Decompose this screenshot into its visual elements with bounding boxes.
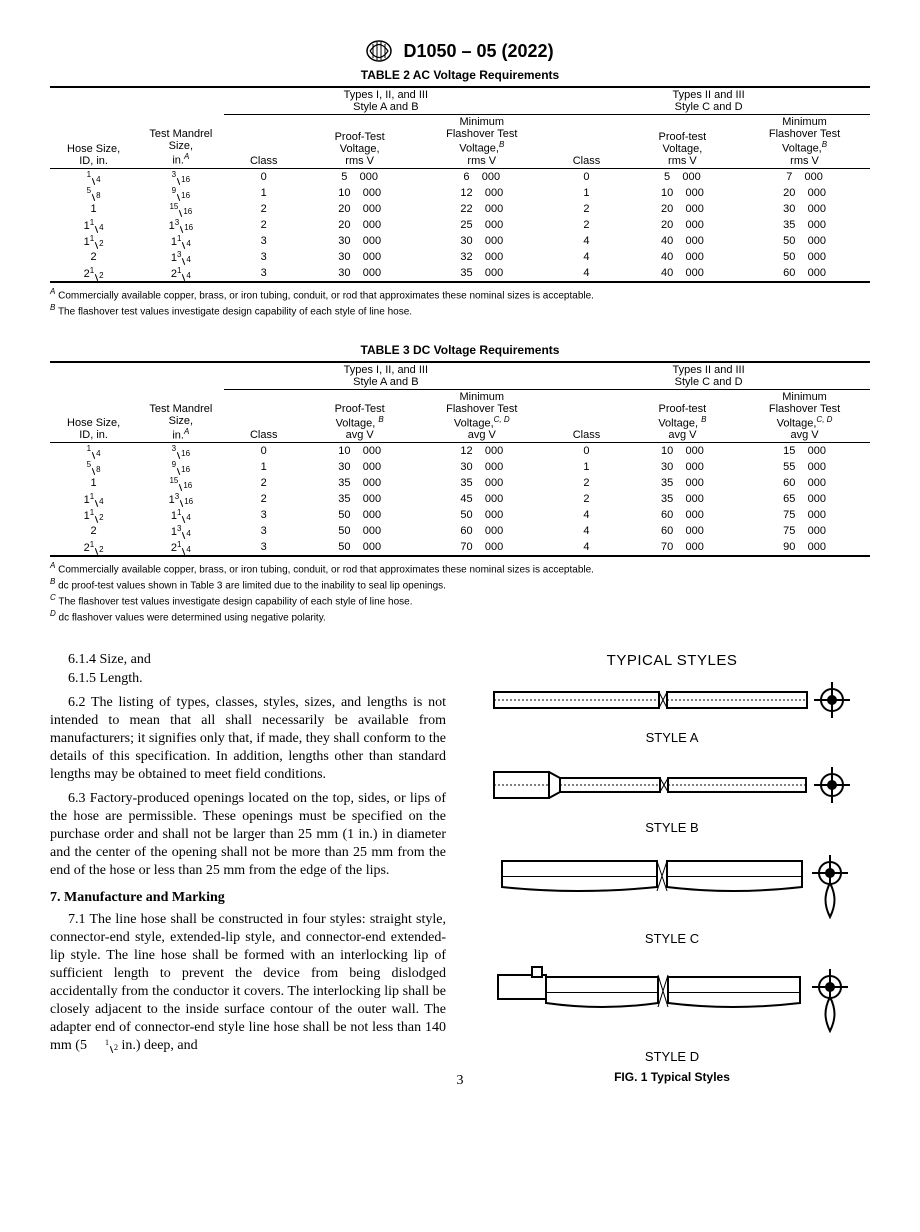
page-number: 3 <box>0 1073 920 1089</box>
table3-title: TABLE 3 DC Voltage Requirements <box>50 343 870 357</box>
body-left-col: 6.1.4 Size, and 6.1.5 Length. 6.2 The li… <box>50 651 446 1086</box>
table-row: 212214350 00070 000470 00090 000 <box>50 539 870 556</box>
table-note: A Commercially available copper, brass, … <box>50 287 870 303</box>
table-row: 1431605 0006 00005 0007 000 <box>50 168 870 185</box>
table-row: 1141316235 00045 000235 00065 000 <box>50 491 870 507</box>
style-a-icon <box>492 678 852 722</box>
table2-notes: A Commercially available copper, brass, … <box>50 287 870 319</box>
table-row: 58916130 00030 000130 00055 000 <box>50 459 870 475</box>
p-62: 6.2 The listing of types, classes, style… <box>50 694 446 784</box>
table-note: C The flashover test values investigate … <box>50 593 870 609</box>
figure-1: TYPICAL STYLES STYLE A <box>474 651 870 1086</box>
table-row: 58916110 00012 000110 00020 000 <box>50 185 870 201</box>
table3-head: Hose Size,ID, in. Test MandrelSize,in.A … <box>50 362 870 443</box>
t2-hdr-flash-cd: MinimumFlashover TestVoltage,Brms V <box>739 115 870 169</box>
table-note: B dc proof-test values shown in Table 3 … <box>50 577 870 593</box>
table-note: A Commercially available copper, brass, … <box>50 561 870 577</box>
style-c-icon <box>492 851 852 923</box>
t2-hdr-class-cd: Class <box>547 115 626 169</box>
t2-hdr-proof-ab: Proof-TestVoltage,rms V <box>303 115 416 169</box>
table2: Hose Size,ID, in. Test MandrelSize,in.A … <box>50 86 870 283</box>
fig-title: TYPICAL STYLES <box>474 651 870 670</box>
table-row: 1141316220 00025 000220 00035 000 <box>50 217 870 233</box>
p-71: 7.1 The line hose shall be constructed i… <box>50 911 446 1054</box>
style-a-label: STYLE A <box>474 730 870 747</box>
doc-header: D1050 – 05 (2022) <box>50 40 870 62</box>
t2-group-ab: Types I, II, and IIIStyle A and B <box>224 87 547 115</box>
table3-body: 14316010 00012 000010 00015 00058916130 … <box>50 443 870 557</box>
table-row: 11516220 00022 000220 00030 000 <box>50 201 870 217</box>
style-b-icon <box>492 760 852 812</box>
table-row: 112114350 00050 000460 00075 000 <box>50 507 870 523</box>
table-row: 212214330 00035 000440 00060 000 <box>50 265 870 282</box>
table-row: 11516235 00035 000235 00060 000 <box>50 475 870 491</box>
p-614: 6.1.4 Size, and <box>50 651 446 669</box>
table3: Hose Size,ID, in. Test MandrelSize,in.A … <box>50 361 870 558</box>
table-row: 2134350 00060 000460 00075 000 <box>50 523 870 539</box>
table3-notes: A Commercially available copper, brass, … <box>50 561 870 624</box>
table2-body: 1431605 0006 00005 0007 00058916110 0001… <box>50 168 870 282</box>
t2-hdr-class-ab: Class <box>224 115 303 169</box>
style-b-label: STYLE B <box>474 820 870 837</box>
table-note: B The flashover test values investigate … <box>50 303 870 319</box>
t2-hdr-flash-ab: MinimumFlashover TestVoltage,Brms V <box>416 115 547 169</box>
t2-hdr-proof-cd: Proof-testVoltage,rms V <box>626 115 739 169</box>
style-d-icon <box>492 961 852 1041</box>
table2-title: TABLE 2 AC Voltage Requirements <box>50 68 870 82</box>
t2-hdr-hose: Hose Size,ID, in. <box>50 87 137 168</box>
table2-head: Hose Size,ID, in. Test MandrelSize,in.A … <box>50 87 870 168</box>
table-row: 112114330 00030 000440 00050 000 <box>50 233 870 249</box>
astm-logo-icon <box>366 40 392 62</box>
p-615: 6.1.5 Length. <box>50 670 446 688</box>
doc-id: D1050 – 05 (2022) <box>397 41 553 61</box>
table-row: 2134330 00032 000440 00050 000 <box>50 249 870 265</box>
style-d-label: STYLE D <box>474 1049 870 1066</box>
table-row: 14316010 00012 000010 00015 000 <box>50 443 870 460</box>
h-7: 7. Manufacture and Marking <box>50 889 446 907</box>
t2-group-cd: Types II and IIIStyle C and D <box>547 87 870 115</box>
p-63: 6.3 Factory-produced openings located on… <box>50 790 446 880</box>
table-note: D dc flashover values were determined us… <box>50 609 870 625</box>
style-c-label: STYLE C <box>474 931 870 948</box>
t2-hdr-mandrel: Test MandrelSize,in.A <box>137 87 224 168</box>
